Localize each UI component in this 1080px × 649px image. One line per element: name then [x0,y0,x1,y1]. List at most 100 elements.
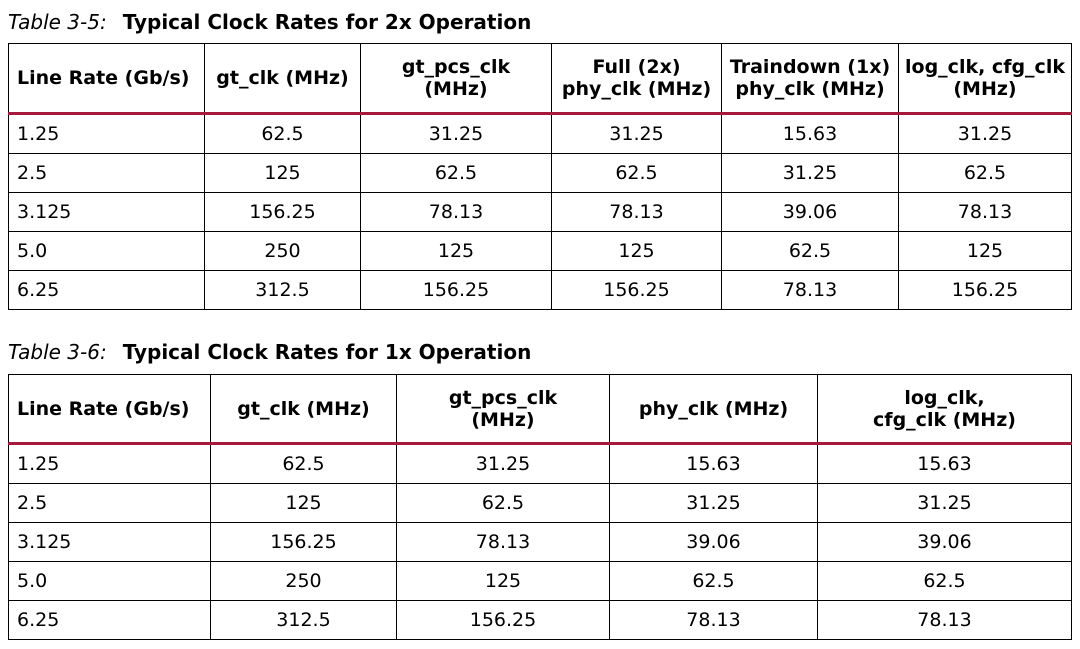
table-cell: 62.5 [396,483,610,523]
table-title: Typical Clock Rates for 1x Operation [122,340,532,364]
table-cell: 78.13 [817,600,1072,640]
column-header-line: gt_clk (MHz) [237,397,370,420]
table-cell: 125 [551,231,722,271]
table-cell: 62.5 [551,153,722,193]
column-header: Traindown (1x) phy_clk (MHz) [721,43,899,115]
column-header: gt_clk (MHz) [210,374,397,445]
table-cell: 6.25 [8,600,211,640]
table-cell: 125 [204,153,361,193]
table-cell: 312.5 [204,270,361,310]
table-cell: 3.125 [8,192,205,232]
table-row: 6.25 312.5 156.25 78.13 78.13 [8,600,1072,640]
column-header-line: gt_pcs_clk [401,56,511,78]
table-cell: 2.5 [8,153,205,193]
table-caption: Table 3-5: Typical Clock Rates for 2x Ope… [8,10,531,34]
table-cell: 156.25 [210,522,397,562]
table-number: Table 3-6: [8,340,107,364]
table-row: 3.125 156.25 78.13 78.13 39.06 78.13 [8,192,1072,232]
table-cell: 39.06 [817,522,1072,562]
table-header: Line Rate (Gb/s) gt_clk (MHz) gt_pcs_clk (M… [8,374,1072,445]
table-cell: 125 [898,231,1072,271]
table-cell: 78.13 [360,192,552,232]
column-header-line: (MHz) [424,78,488,100]
table-cell: 31.25 [898,113,1072,154]
column-header: log_clk, cfg_clk (MHz) [898,43,1072,115]
table-row: 2.5 125 62.5 31.25 31.25 [8,483,1072,523]
column-header-line: gt_pcs_clk [448,386,558,409]
table-cell: 1.25 [8,113,205,154]
table-cell: 312.5 [210,600,397,640]
table-row: 5.0 250 125 62.5 62.5 [8,561,1072,601]
table-cell: 78.13 [551,192,722,232]
table-cell: 250 [204,231,361,271]
column-header-line: (MHz) [471,408,535,431]
column-header: Full (2x) phy_clk (MHz) [551,43,722,115]
table-cell: 125 [396,561,610,601]
table-cell: 31.25 [609,483,818,523]
table-cell: 62.5 [210,443,397,484]
column-header-line: Line Rate (Gb/s) [17,397,190,420]
table-cell: 15.63 [721,113,899,154]
table-cell: 6.25 [8,270,205,310]
table-cell: 78.13 [396,522,610,562]
table-cell: 31.25 [817,483,1072,523]
table-cell: 62.5 [817,561,1072,601]
table-cell: 31.25 [551,113,722,154]
column-header-line: phy_clk (MHz) [735,78,885,100]
table-cell: 125 [210,483,397,523]
table-cell: 125 [360,231,552,271]
table-cell: 62.5 [360,153,552,193]
table-cell: 156.25 [360,270,552,310]
table-row: 5.0 250 125 125 62.5 125 [8,231,1072,271]
column-header: gt_pcs_clk (MHz) [360,43,552,115]
table-body: 1.25 62.5 31.25 31.25 15.63 31.25 2.5 125 62.5 62… [8,113,1072,310]
column-header-line: phy_clk (MHz) [638,397,789,420]
table-cell: 31.25 [396,443,610,484]
table-cell: 156.25 [204,192,361,232]
table-cell: 156.25 [898,270,1072,310]
table-title: Typical Clock Rates for 2x Operation [122,10,532,34]
table-cell: 78.13 [609,600,818,640]
column-header: Line Rate (Gb/s) [8,43,205,115]
table-cell: 156.25 [396,600,610,640]
table-cell: 1.25 [8,443,211,484]
column-header-line: Traindown (1x) [729,56,891,78]
table-cell: 3.125 [8,522,211,562]
table-body: 1.25 62.5 31.25 15.63 15.63 2.5 125 62.5 31.25 31… [8,443,1072,640]
column-header: Line Rate (Gb/s) [8,374,211,445]
table-cell: 78.13 [898,192,1072,232]
table-cell: 39.06 [721,192,899,232]
table-cell: 5.0 [8,561,211,601]
clock-rates-1x-table: Line Rate (Gb/s) gt_clk (MHz) gt_pcs_clk (M… [8,374,1072,640]
table-header: Line Rate (Gb/s) gt_clk (MHz) gt_pcs_clk (M… [8,43,1072,115]
table-cell: 31.25 [721,153,899,193]
table-row: 6.25 312.5 156.25 156.25 78.13 156.25 [8,270,1072,310]
table-cell: 31.25 [360,113,552,154]
table-row: 2.5 125 62.5 62.5 31.25 62.5 [8,153,1072,193]
table-cell: 15.63 [817,443,1072,484]
table-number: Table 3-5: [8,10,107,34]
table-cell: 78.13 [721,270,899,310]
table-row: 1.25 62.5 31.25 31.25 15.63 31.25 [8,113,1072,154]
table-cell: 62.5 [609,561,818,601]
table-row: 3.125 156.25 78.13 39.06 39.06 [8,522,1072,562]
column-header: gt_clk (MHz) [204,43,361,115]
column-header-line: log_clk, [904,386,985,409]
column-header-line: phy_clk (MHz) [561,78,712,100]
table-cell: 250 [210,561,397,601]
table-cell: 156.25 [551,270,722,310]
table-cell: 5.0 [8,231,205,271]
column-header-line: log_clk, cfg_clk [905,56,1065,78]
table-cell: 62.5 [898,153,1072,193]
table-caption: Table 3-6: Typical Clock Rates for 1x Ope… [8,340,531,364]
table-cell: 62.5 [721,231,899,271]
column-header-line: Line Rate (Gb/s) [17,67,190,89]
column-header: log_clk, cfg_clk (MHz) [817,374,1072,445]
column-header: phy_clk (MHz) [609,374,818,445]
table-cell: 62.5 [204,113,361,154]
column-header-line: gt_clk (MHz) [216,67,349,89]
table-cell: 39.06 [609,522,818,562]
column-header: gt_pcs_clk (MHz) [396,374,610,445]
column-header-line: cfg_clk (MHz) [873,408,1016,431]
column-header-line: Full (2x) [592,56,681,78]
